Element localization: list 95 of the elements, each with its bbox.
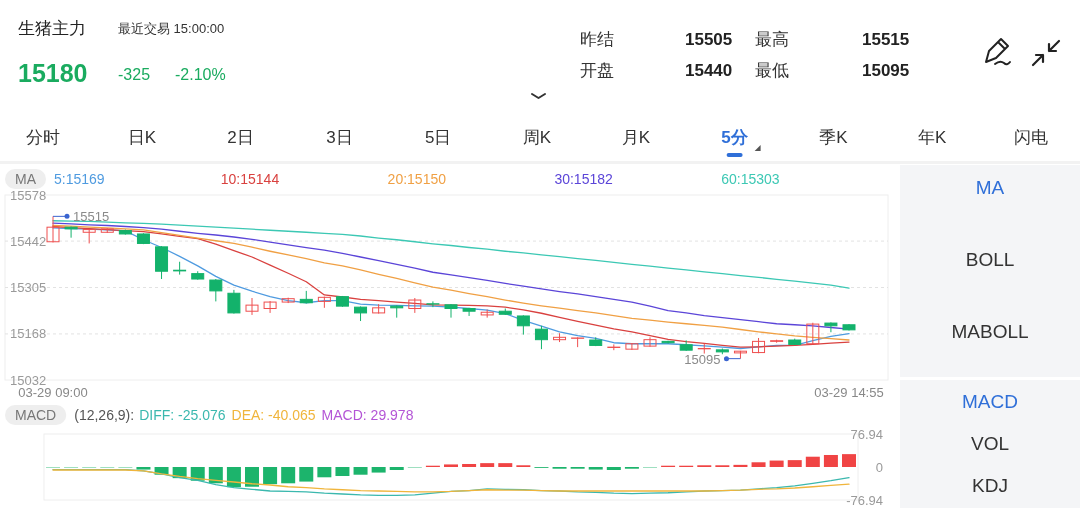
text: -2.10% [175, 66, 226, 83]
text: 年K [918, 128, 948, 147]
candlestick [824, 321, 838, 333]
text: DEA: -40.065 [231, 407, 316, 423]
bar [498, 463, 513, 467]
annotation: 15095 [684, 351, 721, 367]
candlestick [516, 314, 530, 336]
candlestick [806, 322, 820, 345]
bar [245, 467, 259, 487]
annotation: 15515 [73, 209, 110, 225]
candlestick [462, 307, 476, 317]
bar [769, 460, 784, 467]
text: 10:15144 [220, 171, 280, 187]
bar [281, 467, 296, 484]
candlestick [227, 289, 241, 315]
bar [226, 467, 241, 488]
bar [389, 467, 404, 470]
bar [335, 467, 350, 477]
bar [136, 467, 151, 470]
text: DIFF: -25.076 [139, 407, 226, 423]
candlestick [625, 342, 639, 351]
text: 季K [819, 128, 849, 147]
y-tick-label: -76.94 [846, 492, 883, 508]
bar [823, 454, 838, 467]
bar [444, 464, 458, 467]
bar [263, 467, 278, 485]
text: 昨结 [580, 30, 614, 49]
text: 15180 [18, 59, 88, 87]
candlestick [46, 215, 60, 243]
text: 15095 [862, 61, 910, 80]
bar [462, 464, 477, 467]
bar [733, 464, 748, 467]
y-tick-label: 15032 [10, 372, 47, 388]
y-tick-label: 15305 [10, 280, 47, 295]
text: MACD [962, 391, 1018, 412]
candlestick [426, 300, 440, 308]
text: 闪电 [1014, 128, 1048, 147]
text: VOL [970, 433, 1010, 454]
candlestick [643, 336, 657, 348]
text: 周K [522, 128, 552, 147]
candlestick [697, 343, 711, 355]
candlestick [263, 300, 277, 314]
text: 3日 [326, 128, 353, 147]
candlestick [444, 303, 458, 319]
text: 最高 [755, 30, 789, 49]
bar [805, 456, 820, 467]
bar [751, 462, 766, 467]
text: 5:15169 [54, 171, 105, 187]
bar [787, 460, 802, 467]
y-tick-label: 15578 [10, 187, 47, 203]
text: 5分 [721, 128, 749, 147]
y-tick-label: 76.94 [850, 426, 883, 442]
bar [208, 467, 223, 484]
text: 15505 [685, 30, 733, 49]
line-series [52, 220, 850, 289]
text: 生猪主力 [18, 19, 86, 38]
bar [842, 454, 856, 467]
text: 5日 [424, 128, 452, 147]
text: KDJ [972, 475, 1008, 496]
text: MA [975, 177, 1005, 198]
legend-title: MA [15, 171, 37, 187]
text: 30:15182 [554, 171, 614, 187]
bar [317, 467, 332, 478]
bar [606, 467, 621, 470]
y-tick-label: 0 [875, 459, 883, 475]
candlestick [64, 226, 78, 239]
text: 最近交易 15:00:00 [118, 21, 225, 36]
x-tick-label: 03-29 14:55 [814, 385, 884, 400]
text: 15440 [685, 61, 733, 80]
text: -325 [118, 66, 151, 83]
y-tick-label: 15168 [10, 326, 47, 342]
text: MACD: 29.978 [321, 407, 414, 423]
text: 15515 [862, 30, 910, 49]
bar [371, 467, 386, 473]
text: 60:15303 [721, 171, 780, 187]
bar [353, 467, 368, 475]
text: 2日 [227, 128, 254, 147]
text: 月K [621, 128, 651, 147]
x-tick-label: 03-29 09:00 [18, 385, 88, 400]
candlestick [209, 278, 223, 302]
text: BOLL [965, 249, 1015, 270]
text: 分时 [26, 128, 60, 147]
bar [299, 467, 314, 482]
text: MABOLL [951, 321, 1029, 342]
bar [480, 463, 495, 467]
legend-title: MACD [15, 407, 57, 423]
chart-subtitle: (12,26,9): [74, 407, 135, 423]
text: 日K [127, 128, 157, 147]
text: 20:15150 [387, 171, 447, 187]
candlestick [245, 297, 259, 316]
candlestick [534, 325, 548, 350]
y-tick-label: 15442 [10, 233, 47, 249]
bar [588, 467, 603, 470]
text: 最低 [755, 61, 789, 80]
text: 开盘 [580, 61, 614, 80]
